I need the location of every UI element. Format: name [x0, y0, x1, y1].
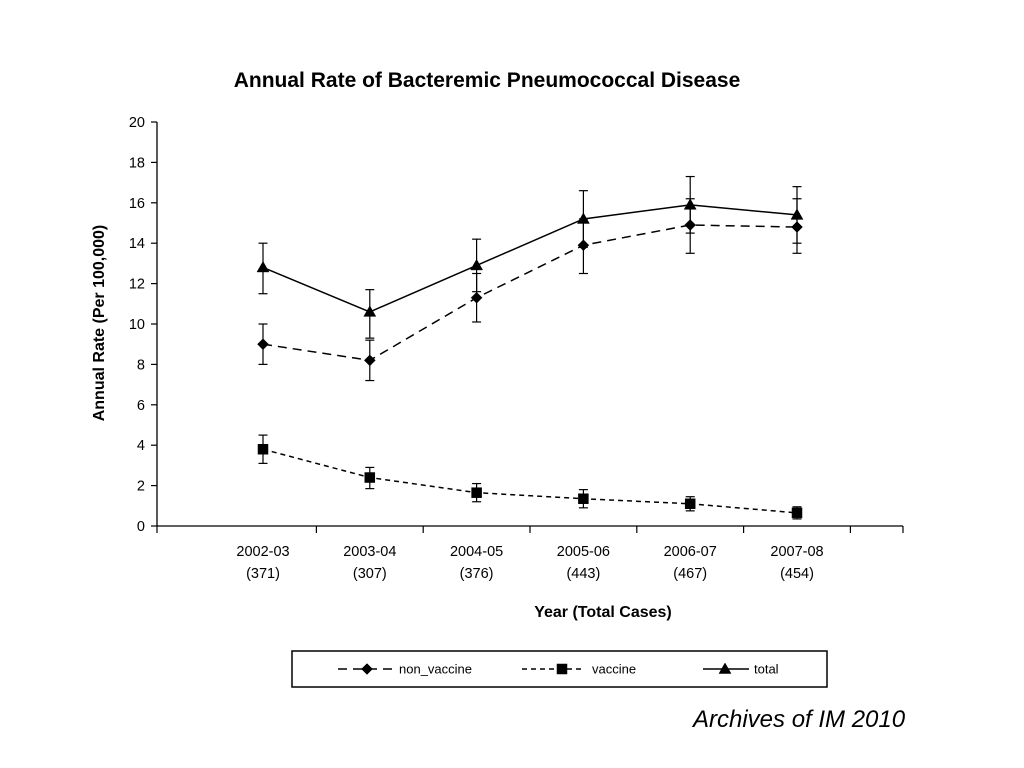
legend: non_vaccine vaccine total — [291, 650, 828, 688]
y-tick-label: 8 — [137, 357, 145, 373]
data-point-vaccine — [257, 443, 269, 455]
data-point-non_vaccine — [257, 338, 269, 351]
y-tick-label: 6 — [137, 398, 145, 414]
legend-item-vaccine: vaccine — [522, 662, 636, 677]
chart-title: Annual Rate of Bacteremic Pneumococcal D… — [234, 69, 741, 92]
data-point-total — [363, 305, 377, 317]
citation: Archives of IM 2010 — [693, 706, 906, 733]
data-point-total — [683, 198, 697, 210]
data-point-vaccine — [684, 498, 696, 510]
series-line-vaccine — [262, 448, 798, 514]
series-line-non_vaccine — [262, 224, 798, 362]
x-tick-cases-label: (307) — [353, 566, 387, 582]
y-axis-title: Annual Rate (Per 100,000) — [91, 225, 108, 422]
data-point-vaccine — [791, 507, 803, 519]
x-tick-label: 2005-06 — [557, 544, 610, 560]
y-tick-label: 20 — [129, 115, 145, 131]
y-tick-label: 10 — [129, 317, 145, 333]
x-tick-label: 2004-05 — [450, 544, 503, 560]
legend-item-total: total — [703, 662, 779, 677]
data-point-total — [790, 208, 804, 220]
x-tick-cases-label: (467) — [673, 566, 707, 582]
series-line-total — [262, 204, 798, 313]
series-layer — [256, 175, 804, 520]
data-point-vaccine — [364, 472, 376, 483]
axes: 0 2 4 6 8 10 12 14 16 18 20 2002-03 (371) 2003-04 (307… — [129, 115, 904, 582]
data-point-vaccine — [471, 487, 482, 498]
x-axis-title: Year (Total Cases) — [534, 604, 672, 621]
x-tick-cases-label: (376) — [460, 566, 494, 582]
data-point-vaccine — [578, 493, 589, 504]
x-tick-cases-label: (371) — [246, 566, 280, 582]
x-tick-cases-label: (443) — [566, 566, 600, 582]
legend-label: vaccine — [592, 662, 636, 677]
legend-label: total — [754, 662, 779, 677]
legend-marker — [361, 663, 373, 675]
y-tick-label: 4 — [137, 438, 145, 454]
data-point-non_vaccine — [470, 291, 483, 304]
x-tick-label: 2007-08 — [770, 544, 823, 560]
data-point-total — [576, 212, 590, 224]
legend-marker — [556, 663, 568, 675]
x-tick-label: 2006-07 — [664, 544, 717, 560]
x-tick-cases-label: (454) — [780, 566, 814, 582]
legend-item-non_vaccine: non_vaccine — [338, 662, 472, 677]
data-point-total — [470, 258, 484, 271]
series-non_vaccine — [257, 198, 803, 382]
y-tick-label: 18 — [129, 155, 145, 171]
series-vaccine — [257, 434, 803, 520]
legend-items: non_vaccine vaccine total — [338, 662, 779, 677]
x-tick-label: 2003-04 — [343, 544, 396, 560]
y-tick-label: 2 — [137, 479, 145, 495]
series-total — [256, 175, 804, 339]
y-tick-label: 0 — [137, 519, 145, 535]
y-tick-label: 14 — [129, 236, 145, 252]
x-tick-label: 2002-03 — [236, 544, 289, 560]
data-point-total — [256, 260, 270, 273]
y-tick-label: 12 — [129, 277, 145, 293]
data-point-non_vaccine — [363, 354, 376, 367]
legend-label: non_vaccine — [399, 662, 472, 677]
y-tick-label: 16 — [129, 196, 145, 212]
legend-marker — [718, 662, 732, 674]
